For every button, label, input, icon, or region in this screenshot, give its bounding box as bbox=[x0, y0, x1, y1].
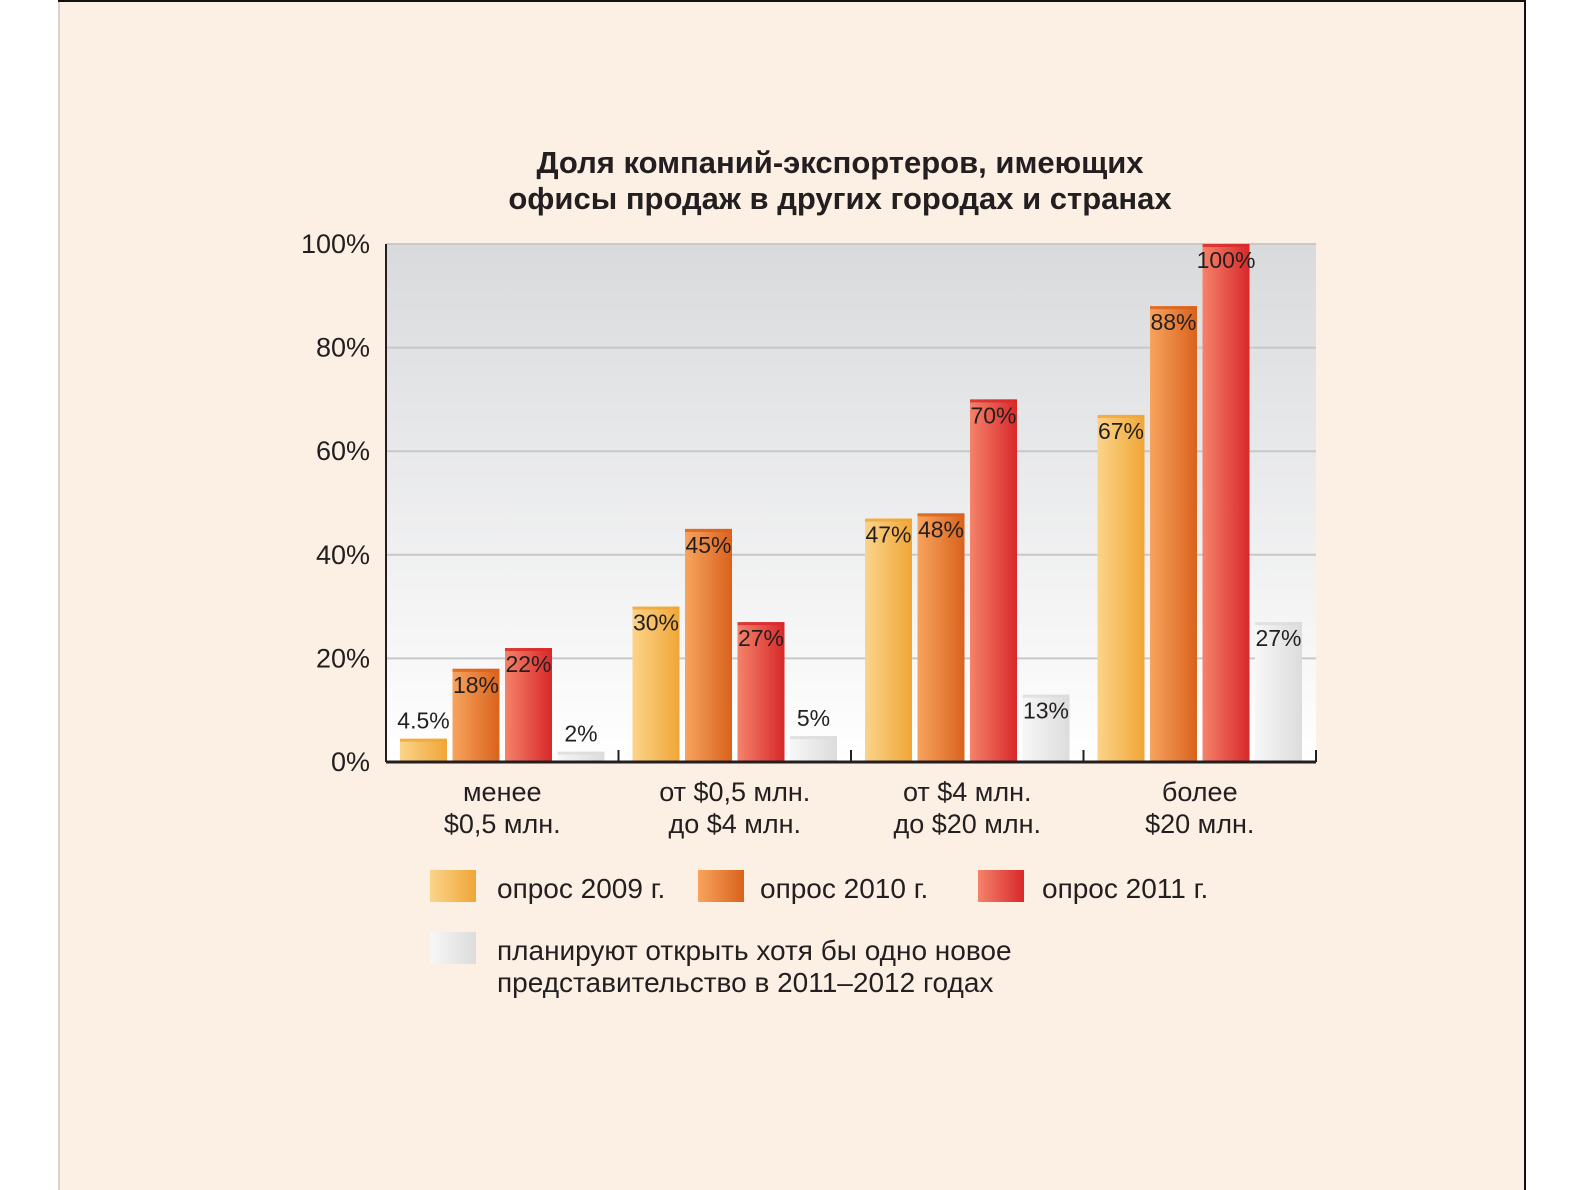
data-label: 27% bbox=[738, 625, 784, 651]
bar-top-edge bbox=[400, 738, 447, 742]
legend-swatch-2010 bbox=[698, 870, 744, 902]
bar bbox=[790, 736, 837, 762]
bar bbox=[737, 622, 785, 762]
x-category-label: от $4 млн. bbox=[903, 777, 1032, 807]
data-label: 100% bbox=[1197, 247, 1256, 273]
bar-top-edge bbox=[505, 648, 552, 652]
bar-top-edge bbox=[917, 513, 965, 517]
bar bbox=[1097, 414, 1145, 762]
chart-title-line-1: Доля компаний-экспортеров, имеющих bbox=[536, 145, 1144, 180]
legend-label-2009: опрос 2009 г. bbox=[497, 873, 666, 904]
bar-top-edge bbox=[685, 528, 732, 532]
data-label: 67% bbox=[1098, 418, 1144, 444]
data-label: 45% bbox=[685, 532, 731, 558]
data-label: 13% bbox=[1023, 698, 1069, 724]
y-tick-label: 40% bbox=[316, 540, 370, 570]
y-tick-label: 20% bbox=[316, 643, 370, 673]
data-label: 30% bbox=[633, 610, 679, 636]
bar bbox=[1202, 244, 1250, 762]
x-category-label: $20 млн. bbox=[1145, 809, 1254, 839]
bar bbox=[557, 751, 605, 762]
data-label: 4.5% bbox=[397, 708, 449, 734]
y-tick-label: 80% bbox=[316, 333, 370, 363]
x-category-label: до $4 млн. bbox=[668, 809, 801, 839]
legend-label-2010: опрос 2010 г. bbox=[760, 873, 929, 904]
bar bbox=[505, 648, 552, 762]
bar-top-edge bbox=[1097, 414, 1145, 418]
y-tick-label: 60% bbox=[316, 436, 370, 466]
bar-top-edge bbox=[1150, 306, 1197, 310]
data-label: 70% bbox=[970, 402, 1016, 428]
x-category-label: от $0,5 млн. bbox=[659, 777, 810, 807]
bar-top-edge bbox=[970, 399, 1017, 403]
bar bbox=[1255, 622, 1302, 762]
bar-top-edge bbox=[865, 518, 912, 522]
bar bbox=[970, 399, 1017, 762]
bar-top-edge bbox=[557, 751, 605, 755]
x-category-label: $0,5 млн. bbox=[444, 809, 561, 839]
bar-top-edge bbox=[1022, 694, 1070, 698]
bar bbox=[452, 668, 500, 762]
bar-top-edge bbox=[737, 622, 785, 626]
data-label: 2% bbox=[564, 721, 597, 747]
bar bbox=[685, 528, 732, 762]
data-label: 18% bbox=[453, 672, 499, 698]
legend-swatch-2009 bbox=[430, 870, 476, 902]
bar bbox=[632, 606, 680, 762]
data-label: 48% bbox=[918, 516, 964, 542]
chart-title-line-2: офисы продаж в других городах и странах bbox=[508, 181, 1172, 216]
x-category-label: более bbox=[1162, 777, 1238, 807]
x-category-label: до $20 млн. bbox=[893, 809, 1041, 839]
x-category-label: менее bbox=[463, 777, 542, 807]
y-tick-label: 0% bbox=[331, 747, 370, 777]
data-label: 88% bbox=[1150, 309, 1196, 335]
legend-label-plan-line-1: планируют открыть хотя бы одно новое bbox=[497, 935, 1012, 966]
legend-label-plan-line-2: представительство в 2011–2012 годах bbox=[497, 967, 994, 998]
bar-top-edge bbox=[452, 668, 500, 672]
legend-label-2011: опрос 2011 г. bbox=[1042, 873, 1209, 904]
legend-swatch-2011 bbox=[978, 870, 1024, 902]
bar-top-edge bbox=[632, 606, 680, 610]
data-label: 22% bbox=[505, 651, 551, 677]
bar bbox=[400, 738, 447, 762]
chart-title: Доля компаний-экспортеров, имеющих офисы… bbox=[300, 145, 1380, 217]
bar bbox=[1022, 694, 1070, 762]
bar bbox=[1150, 306, 1197, 762]
bar bbox=[865, 518, 912, 762]
bar-top-edge bbox=[1202, 244, 1250, 247]
legend-swatch-plan bbox=[430, 932, 476, 964]
bar bbox=[917, 513, 965, 762]
bar-top-edge bbox=[790, 736, 837, 740]
data-label: 47% bbox=[865, 522, 911, 548]
top-border bbox=[58, 0, 1526, 2]
bar-top-edge bbox=[1255, 622, 1302, 626]
data-label: 5% bbox=[797, 705, 830, 731]
y-tick-label: 100% bbox=[301, 229, 370, 259]
data-label: 27% bbox=[1255, 625, 1301, 651]
